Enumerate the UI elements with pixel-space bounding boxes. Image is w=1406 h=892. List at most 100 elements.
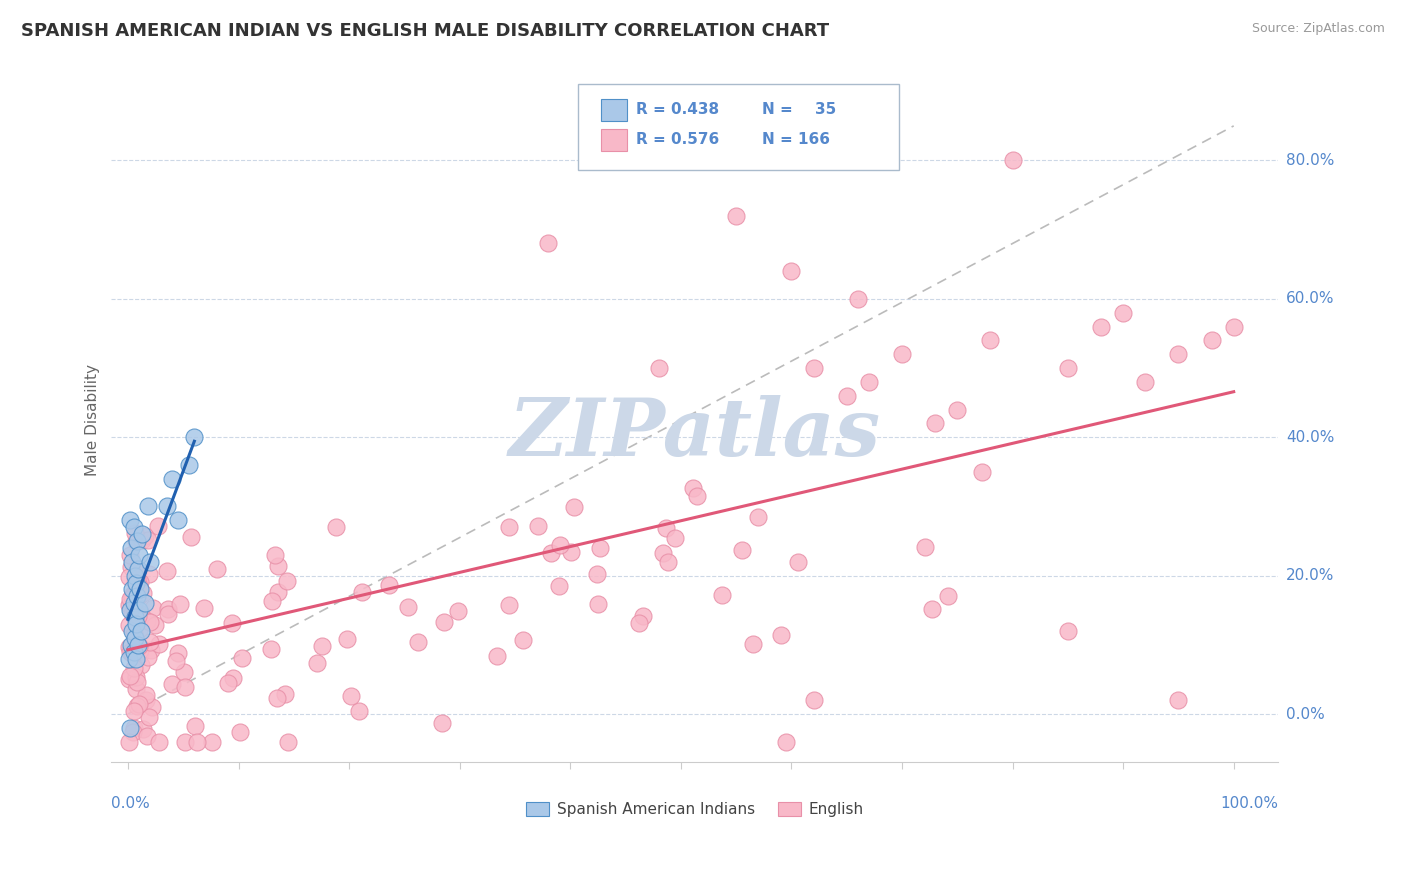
Point — [173, 665, 195, 680]
Point — [121, 624, 143, 638]
Point — [120, 560, 142, 574]
Point — [173, 680, 195, 694]
Point — [139, 642, 162, 657]
Point — [498, 598, 520, 612]
Point — [124, 604, 146, 618]
Point — [803, 693, 825, 707]
Point — [122, 627, 145, 641]
Point — [180, 530, 202, 544]
Point — [1167, 347, 1189, 361]
Point — [498, 520, 520, 534]
Point — [138, 566, 160, 581]
Point — [118, 651, 141, 665]
Point — [121, 589, 143, 603]
Text: SPANISH AMERICAN INDIAN VS ENGLISH MALE DISABILITY CORRELATION CHART: SPANISH AMERICAN INDIAN VS ENGLISH MALE … — [21, 22, 830, 40]
Point — [131, 533, 153, 548]
Point — [166, 513, 188, 527]
Point — [648, 361, 671, 376]
Text: N = 166: N = 166 — [762, 132, 831, 147]
Point — [686, 489, 709, 503]
Point — [118, 734, 141, 748]
Point — [148, 734, 170, 748]
Point — [127, 608, 149, 623]
Point — [311, 639, 333, 653]
Point — [835, 389, 858, 403]
Point — [266, 690, 288, 705]
Point — [120, 549, 142, 563]
Point — [128, 589, 150, 603]
Point — [129, 624, 152, 638]
Point — [652, 545, 675, 559]
Point — [148, 519, 170, 533]
Point — [156, 500, 179, 514]
Point — [377, 578, 399, 592]
Point — [136, 729, 159, 743]
Text: R = 0.576: R = 0.576 — [637, 132, 720, 147]
Text: 35: 35 — [815, 103, 837, 117]
Point — [936, 589, 959, 603]
Point — [787, 555, 810, 569]
Point — [1135, 375, 1157, 389]
Point — [731, 542, 754, 557]
Point — [118, 673, 141, 687]
Point — [128, 639, 150, 653]
Point — [124, 631, 146, 645]
Point — [803, 361, 825, 376]
Point — [141, 700, 163, 714]
Point — [221, 616, 243, 631]
Point — [120, 513, 142, 527]
Y-axis label: Male Disability: Male Disability — [86, 364, 100, 476]
Point — [125, 670, 148, 684]
Point — [124, 562, 146, 576]
Point — [128, 697, 150, 711]
Point — [129, 607, 152, 621]
Point — [631, 609, 654, 624]
Point — [120, 541, 142, 555]
Point — [124, 568, 146, 582]
FancyBboxPatch shape — [578, 84, 898, 169]
Point — [682, 481, 704, 495]
Point — [118, 640, 141, 655]
Point — [432, 715, 454, 730]
Point — [125, 534, 148, 549]
Point — [125, 645, 148, 659]
Text: ZIPatlas: ZIPatlas — [509, 395, 880, 473]
Point — [125, 575, 148, 590]
Point — [970, 465, 993, 479]
Point — [1167, 693, 1189, 707]
Point — [127, 562, 149, 576]
Point — [139, 555, 162, 569]
Point — [741, 637, 763, 651]
Point — [396, 600, 419, 615]
Text: N =: N = — [762, 103, 799, 117]
Point — [527, 518, 550, 533]
Point — [162, 677, 184, 691]
Point — [769, 628, 792, 642]
Point — [139, 615, 162, 630]
Point — [122, 661, 145, 675]
Point — [512, 632, 534, 647]
Point — [340, 689, 363, 703]
Point — [124, 610, 146, 624]
Point — [169, 597, 191, 611]
Point — [183, 719, 205, 733]
FancyBboxPatch shape — [602, 128, 627, 151]
Text: 20.0%: 20.0% — [1286, 568, 1334, 583]
Point — [136, 533, 159, 547]
Point — [217, 676, 239, 690]
Point — [138, 650, 160, 665]
Point — [274, 687, 297, 701]
Point — [267, 585, 290, 599]
Point — [260, 593, 283, 607]
Point — [122, 596, 145, 610]
Point — [277, 734, 299, 748]
Point — [775, 734, 797, 748]
Point — [347, 704, 370, 718]
Point — [127, 699, 149, 714]
Point — [127, 638, 149, 652]
Point — [562, 500, 585, 514]
Point — [135, 693, 157, 707]
Point — [143, 618, 166, 632]
Point — [156, 607, 179, 622]
Point — [231, 651, 253, 665]
